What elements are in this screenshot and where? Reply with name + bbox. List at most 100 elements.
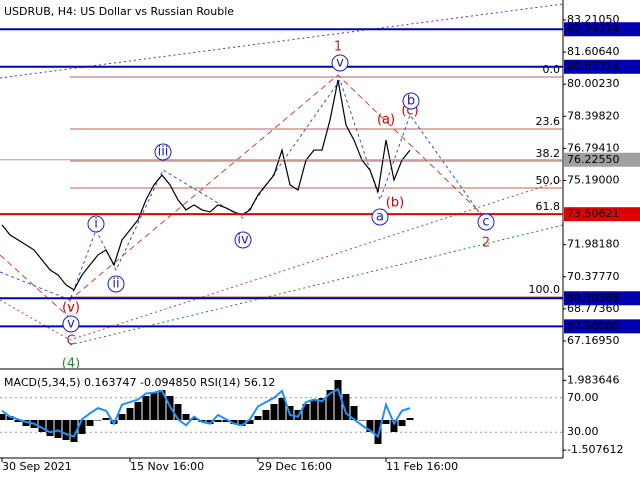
wave-circle	[331, 54, 349, 72]
wave-label: (v)	[62, 301, 80, 316]
wave-circle	[154, 143, 172, 161]
annotations	[0, 3, 564, 346]
fib-label: 23.6	[536, 115, 561, 128]
macd-bar	[302, 404, 310, 420]
level-box	[564, 59, 640, 74]
wave-line	[0, 74, 487, 320]
macd-bar	[366, 420, 374, 432]
y-tick-label: 81.60640	[567, 45, 620, 58]
macd-bar	[38, 420, 46, 432]
wave-label: (b)	[386, 196, 404, 211]
fib-label: 38.2	[536, 147, 561, 160]
level-label: 69.30368	[567, 291, 620, 304]
wave-label: C	[66, 334, 75, 349]
wave-label: ii	[112, 277, 119, 292]
level-box	[564, 207, 640, 222]
macd-bar	[342, 394, 350, 420]
wave-circle	[371, 208, 389, 226]
macd-bar	[214, 420, 222, 422]
y-tick-label: 75.19000	[567, 173, 620, 186]
indicator-title: MACD(5,34,5) 0.163747 -0.094850 RSI(14) …	[4, 376, 275, 389]
macd-bar	[278, 398, 286, 420]
fib-label: 61.8	[536, 200, 561, 213]
macd-bar	[174, 404, 182, 420]
macd-bar	[54, 420, 62, 438]
macd-bar	[6, 416, 14, 420]
channel-line	[0, 179, 564, 341]
y-tick-label: 78.39820	[567, 109, 620, 122]
macd-bar	[102, 418, 110, 420]
wave-label: (4)	[62, 357, 80, 372]
wave-circle	[87, 215, 105, 233]
macd-bar	[374, 420, 382, 444]
wave-label: v	[336, 56, 344, 71]
wave-circle	[107, 275, 125, 293]
macd-bar	[310, 400, 318, 420]
chart-title: USDRUB, H4: US Dollar vs Russian Rouble	[4, 5, 234, 18]
x-tick-label: 11 Feb 16:00	[386, 460, 458, 473]
wave-circle	[402, 92, 420, 110]
y-tick-label: -1.507612	[567, 443, 623, 456]
level-label: 67.90000	[567, 319, 620, 332]
macd-bar	[134, 402, 142, 420]
macd-bar	[14, 420, 22, 422]
y-tick-label: 71.98180	[567, 238, 620, 251]
level-box	[564, 152, 640, 167]
wave-label: a	[376, 210, 384, 225]
wave-label: v	[67, 317, 75, 332]
macd-bar	[126, 408, 134, 420]
macd-bar	[318, 398, 326, 420]
wave-line	[0, 78, 487, 301]
macd-bar	[230, 420, 238, 424]
macd-bar	[158, 390, 166, 420]
macd-bar	[150, 392, 158, 420]
macd-bar	[262, 410, 270, 420]
x-tick-label: 29 Dec 16:00	[258, 460, 332, 473]
level-label: 76.22550	[567, 153, 620, 166]
macd-bar	[78, 420, 86, 434]
fib-label: 50.0	[536, 174, 561, 187]
wave-label: c	[482, 215, 489, 230]
level-box	[564, 291, 640, 306]
wave-label: iii	[158, 145, 169, 160]
x-tick-label: 30 Sep 2021	[2, 460, 72, 473]
level-label: 82.74714	[567, 22, 620, 35]
macd-bar	[94, 420, 102, 421]
y-tick-label: 76.79410	[567, 141, 620, 154]
fib-label: 0.0	[543, 63, 561, 76]
macd-bar	[406, 418, 414, 420]
macd-bar	[222, 420, 230, 422]
wave-label: i	[94, 217, 98, 232]
macd-bar	[22, 420, 30, 426]
macd-bar	[382, 420, 390, 424]
y2-tick-label: 70.00	[567, 391, 599, 404]
macd-bar	[398, 420, 406, 426]
y-tick-label: 67.16950	[567, 334, 620, 347]
wave-circle	[477, 213, 495, 231]
y-tick-label: 80.00230	[567, 77, 620, 90]
wave-label: iv	[237, 233, 249, 248]
macd-bar	[254, 416, 262, 420]
y2-tick-label: 30.00	[567, 425, 599, 438]
macd-bar	[46, 420, 54, 436]
macd-bar	[118, 414, 126, 420]
macd-bar	[334, 380, 342, 420]
macd-bar	[142, 396, 150, 420]
macd-bar	[190, 418, 198, 420]
y-tick-label: 70.37770	[567, 270, 620, 283]
macd-bar	[238, 420, 246, 426]
wave-label: b	[407, 94, 415, 109]
macd-bar	[62, 420, 70, 440]
price-line	[1, 79, 411, 291]
level-box	[564, 319, 640, 334]
macd-bar	[182, 414, 190, 420]
level-label: 80.87314	[567, 60, 620, 73]
rsi-line	[1, 387, 411, 439]
x-tick-label: 15 Nov 16:00	[130, 460, 204, 473]
macd-bar	[358, 420, 366, 421]
macd-bar	[390, 420, 398, 432]
level-label: 73.50621	[567, 207, 620, 220]
macd-bar	[0, 414, 6, 420]
macd-bar	[206, 420, 214, 424]
